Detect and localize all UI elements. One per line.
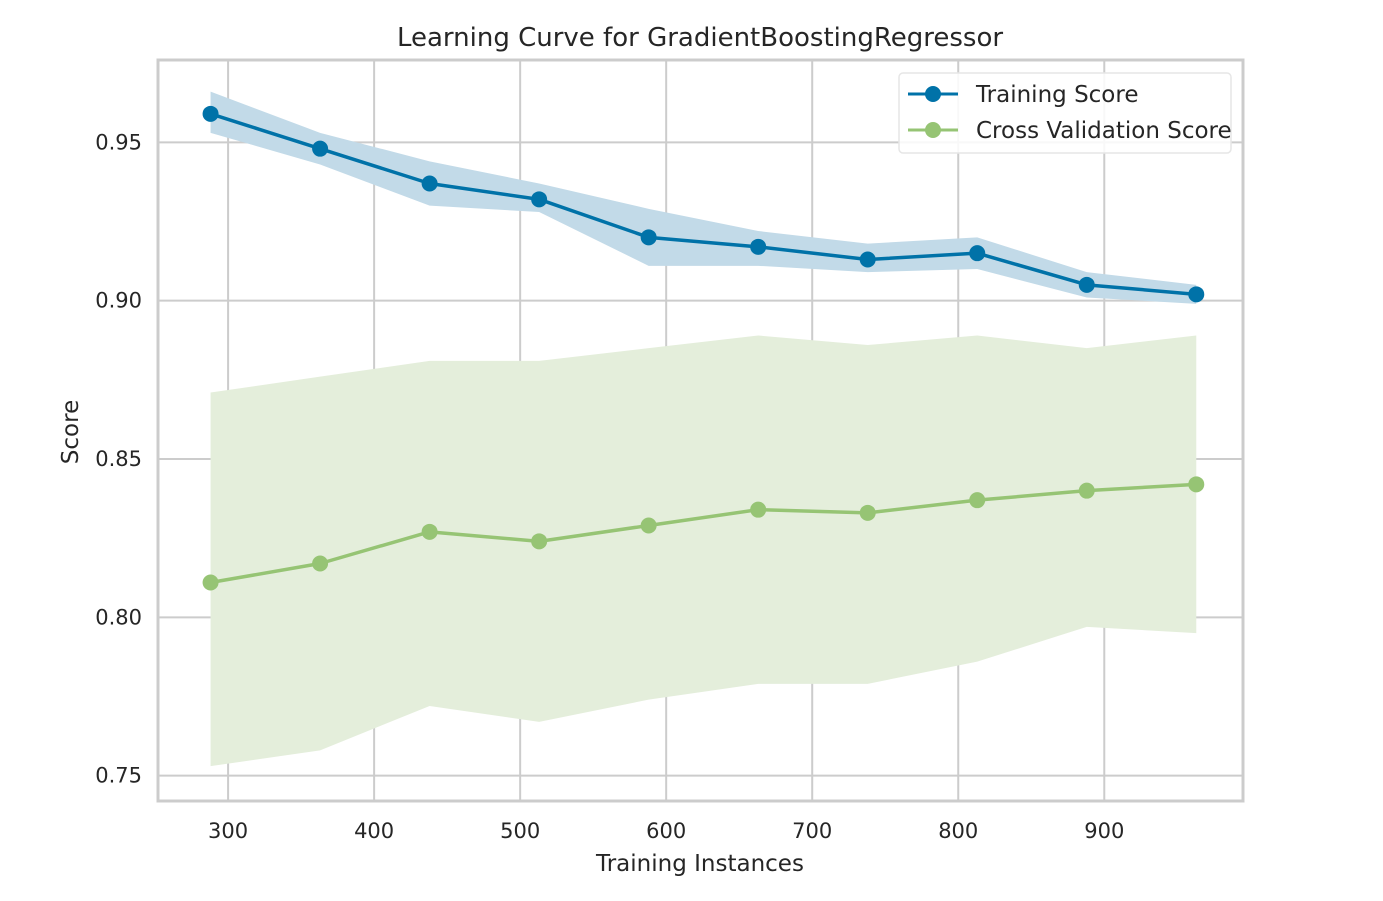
- training-score-band: [210, 91, 1197, 304]
- training-score-point: [859, 251, 876, 268]
- cv-score-point: [640, 517, 657, 534]
- y-tick-label: 0.90: [95, 289, 142, 313]
- y-tick-label: 0.75: [95, 764, 142, 788]
- training-score-point: [1078, 276, 1095, 293]
- cv-score-point: [421, 523, 438, 540]
- confidence-bands: [210, 91, 1197, 767]
- x-tick-label: 500: [500, 819, 540, 843]
- training-score-point: [1188, 286, 1205, 303]
- series-lines: [210, 112, 1197, 585]
- cv-score-point: [969, 492, 986, 509]
- legend-box: [898, 72, 1232, 154]
- training-score-point: [312, 140, 329, 157]
- x-tick-label: 700: [792, 819, 832, 843]
- training-score-point: [202, 105, 219, 122]
- cv-score-point: [750, 501, 767, 518]
- x-tick-label: 400: [354, 819, 394, 843]
- training-score-point: [969, 245, 986, 262]
- cv-score-point: [1078, 482, 1095, 499]
- x-tick-label: 900: [1084, 819, 1124, 843]
- training-score-line: [210, 112, 1197, 297]
- training-score-point: [421, 175, 438, 192]
- chart-title: Learning Curve for GradientBoostingRegre…: [397, 23, 1003, 53]
- legend-cv-label: Cross Validation Score: [976, 118, 1232, 144]
- x-tick-label: 300: [208, 819, 248, 843]
- y-tick-label: 0.85: [95, 447, 142, 471]
- x-axis-label: Training Instances: [595, 851, 804, 877]
- training-score-point: [640, 229, 657, 246]
- legend-cv-marker: [925, 122, 941, 138]
- x-tick-label: 600: [646, 819, 686, 843]
- cv-score-point: [202, 574, 219, 591]
- x-tick-labels: 300 400 500 600 700 800 900: [208, 819, 1124, 843]
- training-score-point: [531, 191, 548, 208]
- cv-score-band: [210, 335, 1197, 767]
- y-tick-label: 0.80: [95, 605, 142, 629]
- cv-score-point: [531, 533, 548, 550]
- legend: Training Score Cross Validation Score: [898, 72, 1232, 154]
- cv-score-line: [210, 482, 1197, 585]
- training-score-point: [750, 238, 767, 255]
- y-tick-label: 0.95: [95, 130, 142, 154]
- y-axis-label: Score: [58, 400, 84, 464]
- series-points: [202, 105, 1205, 591]
- cv-score-point: [312, 555, 329, 572]
- plot-frame: [156, 58, 1245, 803]
- y-tick-labels: 0.75 0.80 0.85 0.90 0.95: [95, 130, 142, 787]
- legend-training-label: Training Score: [975, 82, 1138, 108]
- cv-score-point: [859, 504, 876, 521]
- x-tick-label: 800: [938, 819, 978, 843]
- legend-training-marker: [925, 86, 941, 102]
- cv-score-point: [1188, 476, 1205, 493]
